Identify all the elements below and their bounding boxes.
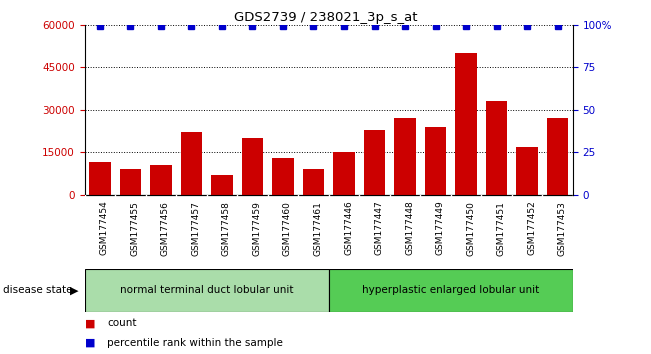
Text: GSM177455: GSM177455: [130, 201, 139, 256]
Bar: [120, 169, 141, 195]
Text: GSM177446: GSM177446: [344, 201, 353, 255]
Bar: [364, 130, 385, 195]
Bar: [89, 162, 111, 195]
Text: GSM177456: GSM177456: [161, 201, 170, 256]
Bar: [150, 165, 172, 195]
Text: GSM177453: GSM177453: [558, 201, 566, 256]
Text: ■: ■: [85, 338, 95, 348]
Text: GSM177451: GSM177451: [497, 201, 506, 256]
Bar: [425, 127, 446, 195]
Text: normal terminal duct lobular unit: normal terminal duct lobular unit: [120, 285, 294, 295]
Text: GDS2739 / 238021_3p_s_at: GDS2739 / 238021_3p_s_at: [234, 11, 417, 24]
Text: GSM177461: GSM177461: [314, 201, 322, 256]
Text: GSM177459: GSM177459: [253, 201, 262, 256]
Text: count: count: [107, 318, 137, 328]
Bar: [333, 152, 355, 195]
Bar: [456, 53, 477, 195]
Bar: [486, 101, 507, 195]
Text: GSM177450: GSM177450: [466, 201, 475, 256]
Bar: [329, 269, 573, 312]
Bar: [303, 169, 324, 195]
Text: hyperplastic enlarged lobular unit: hyperplastic enlarged lobular unit: [362, 285, 540, 295]
Bar: [212, 175, 232, 195]
Bar: [395, 118, 416, 195]
Bar: [272, 158, 294, 195]
Text: GSM177447: GSM177447: [374, 201, 383, 255]
Bar: [242, 138, 263, 195]
Text: GSM177449: GSM177449: [436, 201, 445, 255]
Text: ■: ■: [85, 318, 95, 328]
Bar: [181, 132, 202, 195]
Text: GSM177454: GSM177454: [100, 201, 109, 255]
Bar: [516, 147, 538, 195]
Text: GSM177457: GSM177457: [191, 201, 201, 256]
Text: ▶: ▶: [70, 285, 78, 295]
Text: GSM177452: GSM177452: [527, 201, 536, 255]
Text: GSM177460: GSM177460: [283, 201, 292, 256]
Text: GSM177458: GSM177458: [222, 201, 231, 256]
Bar: [85, 269, 329, 312]
Text: disease state: disease state: [3, 285, 73, 295]
Bar: [547, 118, 568, 195]
Text: percentile rank within the sample: percentile rank within the sample: [107, 338, 283, 348]
Text: GSM177448: GSM177448: [405, 201, 414, 255]
